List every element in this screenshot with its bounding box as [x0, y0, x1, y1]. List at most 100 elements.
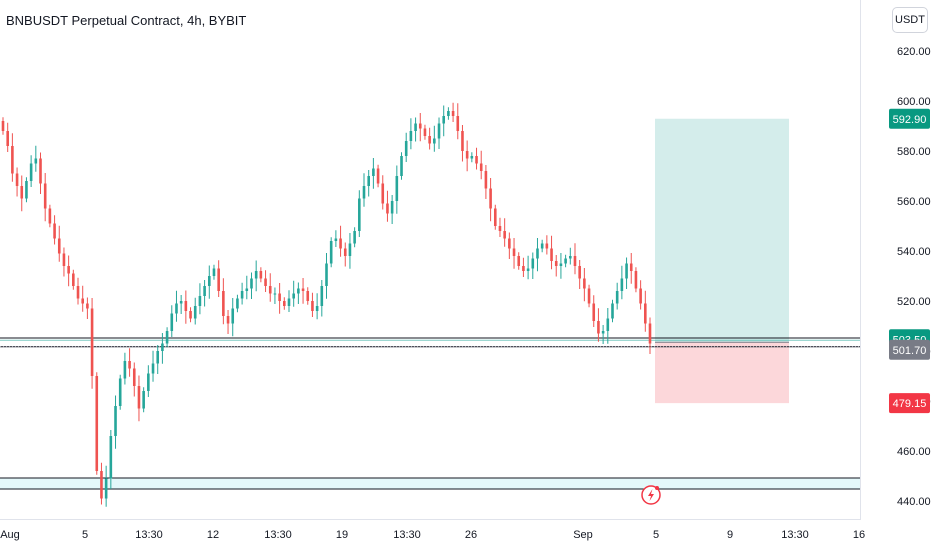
y-tick-label: 600.00	[897, 96, 931, 108]
candle	[217, 260, 220, 297]
flash-icon-dot	[655, 486, 659, 490]
candle-body	[259, 271, 263, 279]
candle	[644, 290, 647, 332]
candle	[283, 297, 286, 310]
candle	[325, 253, 328, 299]
candle-body	[15, 173, 19, 186]
candle-body	[6, 131, 9, 146]
candle	[437, 117, 441, 149]
candle-body	[118, 378, 122, 406]
candle	[390, 195, 394, 224]
candle	[606, 308, 610, 344]
candle	[132, 362, 136, 397]
candle-body	[114, 406, 117, 436]
currency-button[interactable]: USDT	[892, 7, 928, 33]
candle-body	[198, 296, 202, 306]
candle	[404, 132, 408, 162]
price-label-stop-loss: 479.15	[889, 393, 930, 414]
candle	[358, 190, 361, 237]
candle-body	[517, 256, 521, 266]
candle	[353, 227, 356, 248]
candle-body	[362, 186, 366, 199]
candle-body	[128, 361, 131, 369]
candle-body	[147, 373, 150, 391]
y-tick-label: 520.00	[897, 296, 931, 308]
candle-body	[554, 261, 558, 266]
candle-body	[109, 436, 113, 479]
candle-body	[179, 301, 183, 304]
chart-title: BNBUSDT Perpetual Contract, 4h, BYBIT	[6, 13, 247, 28]
candle-body	[217, 268, 220, 291]
candle	[522, 257, 525, 277]
candle	[90, 298, 94, 389]
candle	[648, 317, 652, 354]
candle-body	[95, 376, 99, 471]
candle-body	[587, 288, 591, 304]
candle	[161, 333, 164, 364]
candle	[386, 190, 389, 222]
candle-body	[273, 293, 277, 295]
candle	[587, 284, 591, 308]
candle	[254, 260, 258, 292]
flash-icon[interactable]	[641, 485, 661, 505]
horizontal-lines-layer	[0, 337, 860, 348]
candle-body	[512, 248, 516, 256]
price-label-bg	[889, 339, 930, 360]
candle	[508, 232, 511, 259]
candle-body	[461, 131, 464, 151]
candle	[184, 290, 188, 324]
candle-body	[358, 198, 361, 231]
candle-body	[189, 311, 192, 319]
candle	[414, 117, 417, 142]
candle-body	[522, 266, 525, 271]
candle-body	[151, 363, 155, 374]
candle	[273, 287, 277, 304]
candle-body	[423, 128, 427, 136]
candle	[34, 145, 38, 172]
candle-body	[428, 136, 431, 144]
candle	[212, 264, 216, 280]
candle-body	[184, 301, 188, 311]
candle-body	[583, 278, 586, 289]
candle-body	[43, 183, 47, 209]
candle	[498, 217, 502, 237]
candle	[447, 107, 450, 120]
candle-body	[442, 116, 446, 124]
candle	[470, 152, 474, 163]
candle	[20, 175, 24, 212]
candle-body	[484, 171, 488, 189]
candle	[297, 282, 300, 304]
candle-body	[325, 263, 328, 286]
candle	[484, 165, 488, 199]
candle-body	[283, 301, 286, 306]
candle	[114, 395, 117, 449]
y-tick-label: 580.00	[897, 146, 931, 158]
candle	[367, 170, 370, 197]
candle	[540, 239, 544, 253]
candle	[554, 255, 558, 277]
price-label-text: 501.70	[893, 345, 927, 357]
candle	[137, 375, 141, 422]
x-axis: Aug 5 13:30 12 13:30 19 13:30 26 Sep 5 9 13:30 16	[0, 519, 865, 541]
candle	[156, 345, 160, 374]
candle	[329, 237, 333, 268]
candle	[104, 465, 108, 507]
candle-body	[390, 201, 394, 214]
candle	[240, 282, 244, 305]
candle	[461, 125, 464, 162]
candle-body	[639, 288, 642, 304]
candle	[503, 218, 506, 247]
candle-body	[540, 243, 544, 249]
candle-body	[62, 253, 66, 266]
candle-body	[343, 248, 347, 256]
candle	[615, 282, 619, 310]
candle-body	[597, 321, 600, 334]
candle-body	[573, 256, 577, 266]
candle-body	[320, 286, 324, 306]
candle	[264, 270, 267, 292]
candle-body	[236, 298, 239, 309]
candle	[222, 278, 225, 325]
candle	[301, 278, 305, 304]
candle	[147, 365, 150, 397]
